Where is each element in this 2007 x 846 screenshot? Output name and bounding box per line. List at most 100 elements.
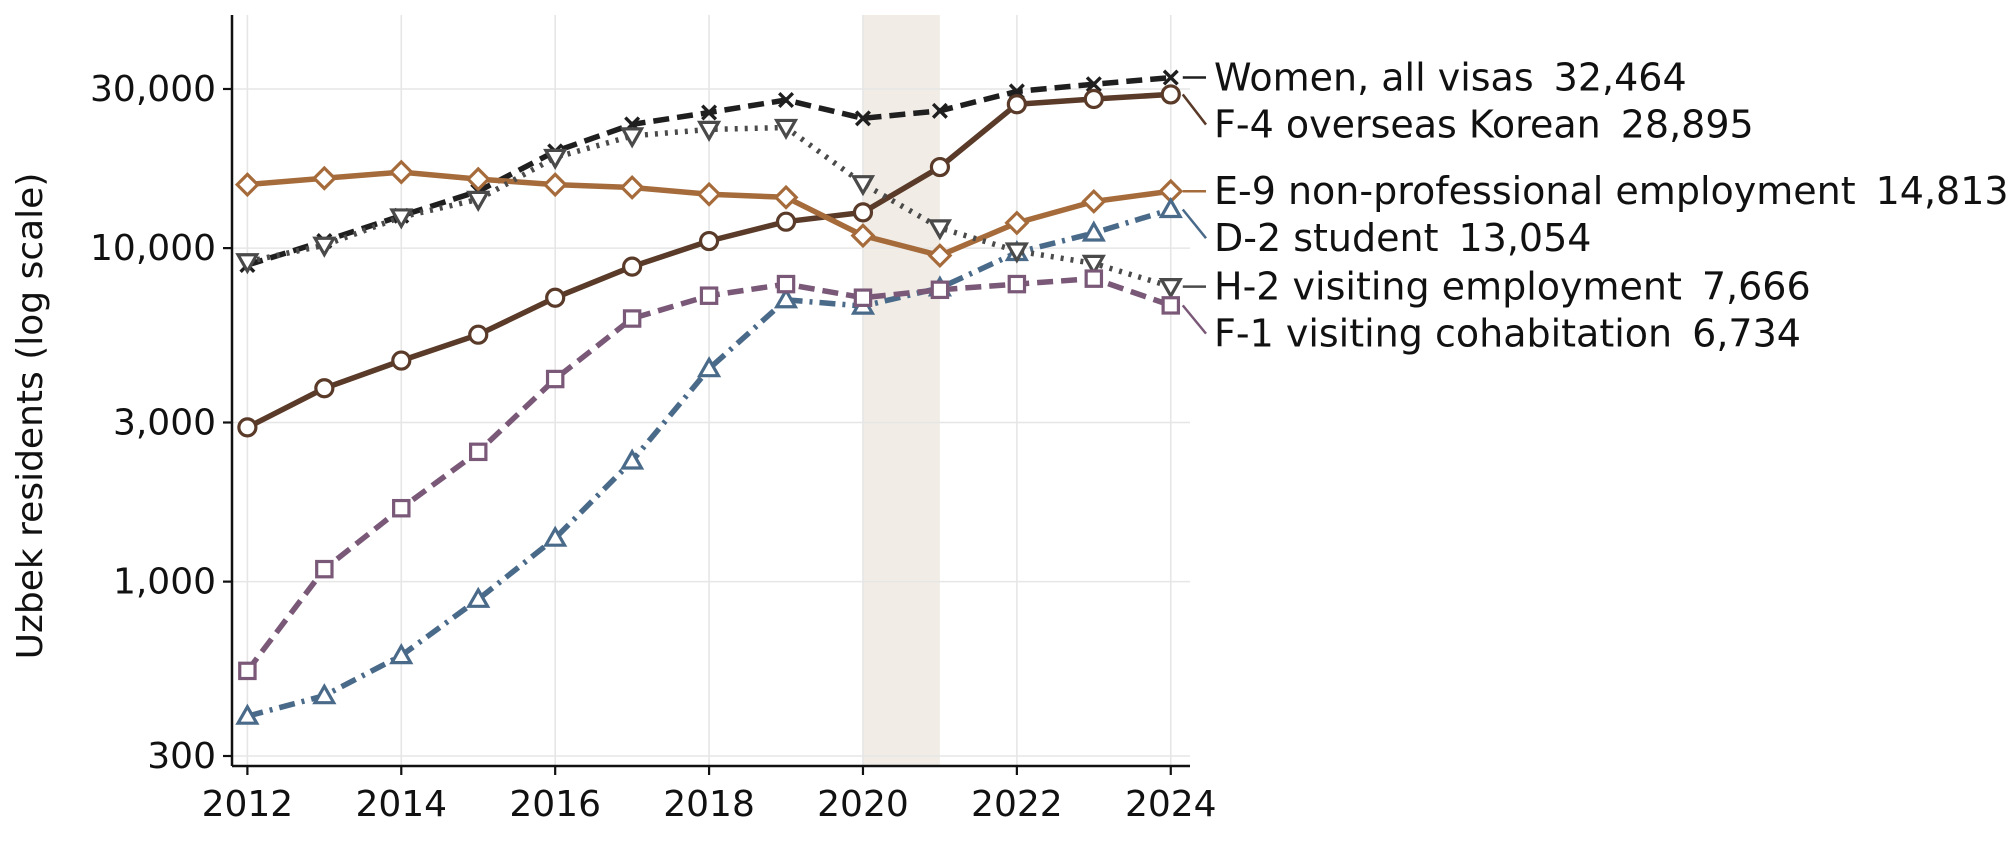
data-point-women-all-visas: [854, 110, 871, 127]
series-end-value: 6,734: [1692, 312, 1801, 356]
data-point-d-2-student: [235, 703, 260, 725]
series-h-2-visiting-employment: [235, 118, 1183, 300]
data-point-f-4-overseas-korean: [698, 230, 720, 252]
end-label-f-4-overseas-korean: F-4 overseas Korean 28,895: [1214, 103, 1754, 147]
end-label-e-9-non-professional-employment: E-9 non-professional employment 14,813: [1214, 169, 2007, 213]
leader-line-f-4-overseas-korean: [1181, 93, 1207, 126]
x-tick-label: 2018: [663, 784, 755, 825]
series-end-value: 28,895: [1621, 103, 1754, 147]
y-tick-label: 30,000: [90, 69, 216, 110]
data-point-e-9-non-professional-employment: [388, 159, 414, 185]
data-point-h-2-visiting-employment: [696, 120, 722, 142]
data-point-e-9-non-professional-employment: [465, 166, 491, 192]
data-point-f-1-visiting-cohabitation: [1161, 296, 1181, 315]
data-point-f-1-visiting-cohabitation: [930, 280, 950, 300]
x-tick-label: 2014: [355, 784, 447, 825]
series-end-value: 32,464: [1554, 56, 1687, 100]
data-point-d-2-student: [312, 683, 337, 705]
data-point-e-9-non-professional-employment: [311, 165, 337, 191]
data-point-women-all-visas: [1162, 69, 1179, 86]
data-point-d-2-student: [466, 586, 491, 608]
data-point-e-9-non-professional-employment: [1004, 210, 1030, 236]
data-point-h-2-visiting-employment: [543, 148, 568, 171]
data-point-f-4-overseas-korean: [391, 350, 412, 371]
data-point-h-2-visiting-employment: [1081, 254, 1106, 276]
end-label-d-2-student: D-2 student 13,054: [1214, 216, 1591, 260]
data-point-h-2-visiting-employment: [1158, 277, 1183, 300]
data-point-f-1-visiting-cohabitation: [776, 274, 796, 294]
series-name: Women, all visas: [1214, 56, 1534, 100]
y-tick-label: 10,000: [90, 228, 216, 269]
series-end-value: 7,666: [1702, 265, 1811, 309]
data-point-e-9-non-professional-employment: [773, 184, 799, 210]
shaded-period-layer: [862, 15, 940, 766]
data-point-f-1-visiting-cohabitation: [468, 442, 488, 462]
series-e-9-non-professional-employment: [234, 159, 1184, 269]
data-point-h-2-visiting-employment: [312, 236, 337, 258]
x-tick-label: 2024: [1125, 784, 1217, 825]
x-tick-label: 2012: [202, 784, 294, 825]
data-point-e-9-non-professional-employment: [1081, 188, 1107, 214]
data-point-f-4-overseas-korean: [314, 378, 335, 399]
y-tick-label: 1,000: [113, 562, 216, 603]
data-point-f-4-overseas-korean: [775, 211, 797, 232]
data-point-h-2-visiting-employment: [927, 219, 953, 241]
data-point-e-9-non-professional-employment: [619, 175, 645, 200]
data-point-d-2-student: [543, 525, 568, 547]
series-f-4-overseas-korean: [237, 84, 1181, 438]
data-point-h-2-visiting-employment: [1004, 242, 1029, 264]
data-point-f-4-overseas-korean: [1006, 94, 1027, 115]
y-tick-label: 300: [147, 736, 216, 777]
data-point-h-2-visiting-employment: [620, 127, 645, 149]
data-point-f-4-overseas-korean: [1160, 84, 1181, 105]
data-point-e-9-non-professional-employment: [850, 223, 876, 249]
data-point-h-2-visiting-employment: [773, 118, 799, 141]
data-point-e-9-non-professional-employment: [234, 172, 260, 198]
gridlines: [232, 15, 1190, 766]
data-point-women-all-visas: [701, 104, 718, 121]
data-point-f-1-visiting-cohabitation: [392, 498, 411, 518]
data-point-f-4-overseas-korean: [929, 156, 951, 178]
data-point-f-1-visiting-cohabitation: [1084, 269, 1104, 288]
data-point-f-4-overseas-korean: [468, 324, 489, 345]
data-point-f-4-overseas-korean: [622, 256, 643, 277]
data-point-f-1-visiting-cohabitation: [545, 369, 565, 389]
data-point-f-1-visiting-cohabitation: [853, 288, 873, 307]
y-tick-label: 3,000: [113, 402, 216, 443]
leader-line-d-2-student: [1181, 208, 1207, 239]
data-point-f-1-visiting-cohabitation: [1007, 274, 1027, 294]
series-name: D-2 student: [1214, 216, 1439, 260]
series-end-value: 13,054: [1459, 216, 1592, 260]
data-point-h-2-visiting-employment: [850, 175, 876, 197]
data-point-women-all-visas: [1085, 76, 1102, 93]
data-point-h-2-visiting-employment: [466, 190, 491, 212]
data-point-women-all-visas: [778, 92, 795, 109]
end-label-f-1-visiting-cohabitation: F-1 visiting cohabitation 6,734: [1214, 312, 1801, 356]
shaded-period: [862, 15, 940, 766]
y-axis-title: Uzbek residents (log scale): [10, 173, 51, 660]
data-point-f-1-visiting-cohabitation: [699, 286, 719, 305]
data-point-f-1-visiting-cohabitation: [238, 661, 257, 681]
x-tick-label: 2020: [817, 784, 909, 825]
data-point-f-4-overseas-korean: [545, 287, 566, 308]
x-tick-label: 2022: [971, 784, 1063, 825]
data-point-h-2-visiting-employment: [389, 208, 414, 230]
series-name: F-1 visiting cohabitation: [1214, 312, 1672, 356]
data-point-f-1-visiting-cohabitation: [622, 309, 642, 328]
data-point-f-4-overseas-korean: [237, 417, 258, 438]
data-point-d-2-student: [696, 356, 722, 378]
data-point-women-all-visas: [931, 102, 948, 119]
data-point-d-2-student: [1158, 196, 1183, 219]
leader-line-f-1-visiting-cohabitation: [1181, 304, 1207, 335]
axes: 300 1,000 3,000 10,000 30,000 2012 2014 2016 201…: [90, 15, 1217, 825]
x-tick-label: 2016: [509, 784, 601, 825]
series-name: E-9 non-professional employment: [1214, 169, 1856, 213]
data-point-h-2-visiting-employment: [235, 253, 260, 275]
series-f-1-visiting-cohabitation: [238, 269, 1181, 681]
end-label-h-2-visiting-employment: H-2 visiting employment 7,666: [1214, 265, 1811, 309]
data-point-d-2-student: [773, 287, 799, 309]
data-point-f-4-overseas-korean: [852, 202, 874, 223]
end-label-women-all-visas: Women, all visas 32,464: [1214, 56, 1687, 100]
